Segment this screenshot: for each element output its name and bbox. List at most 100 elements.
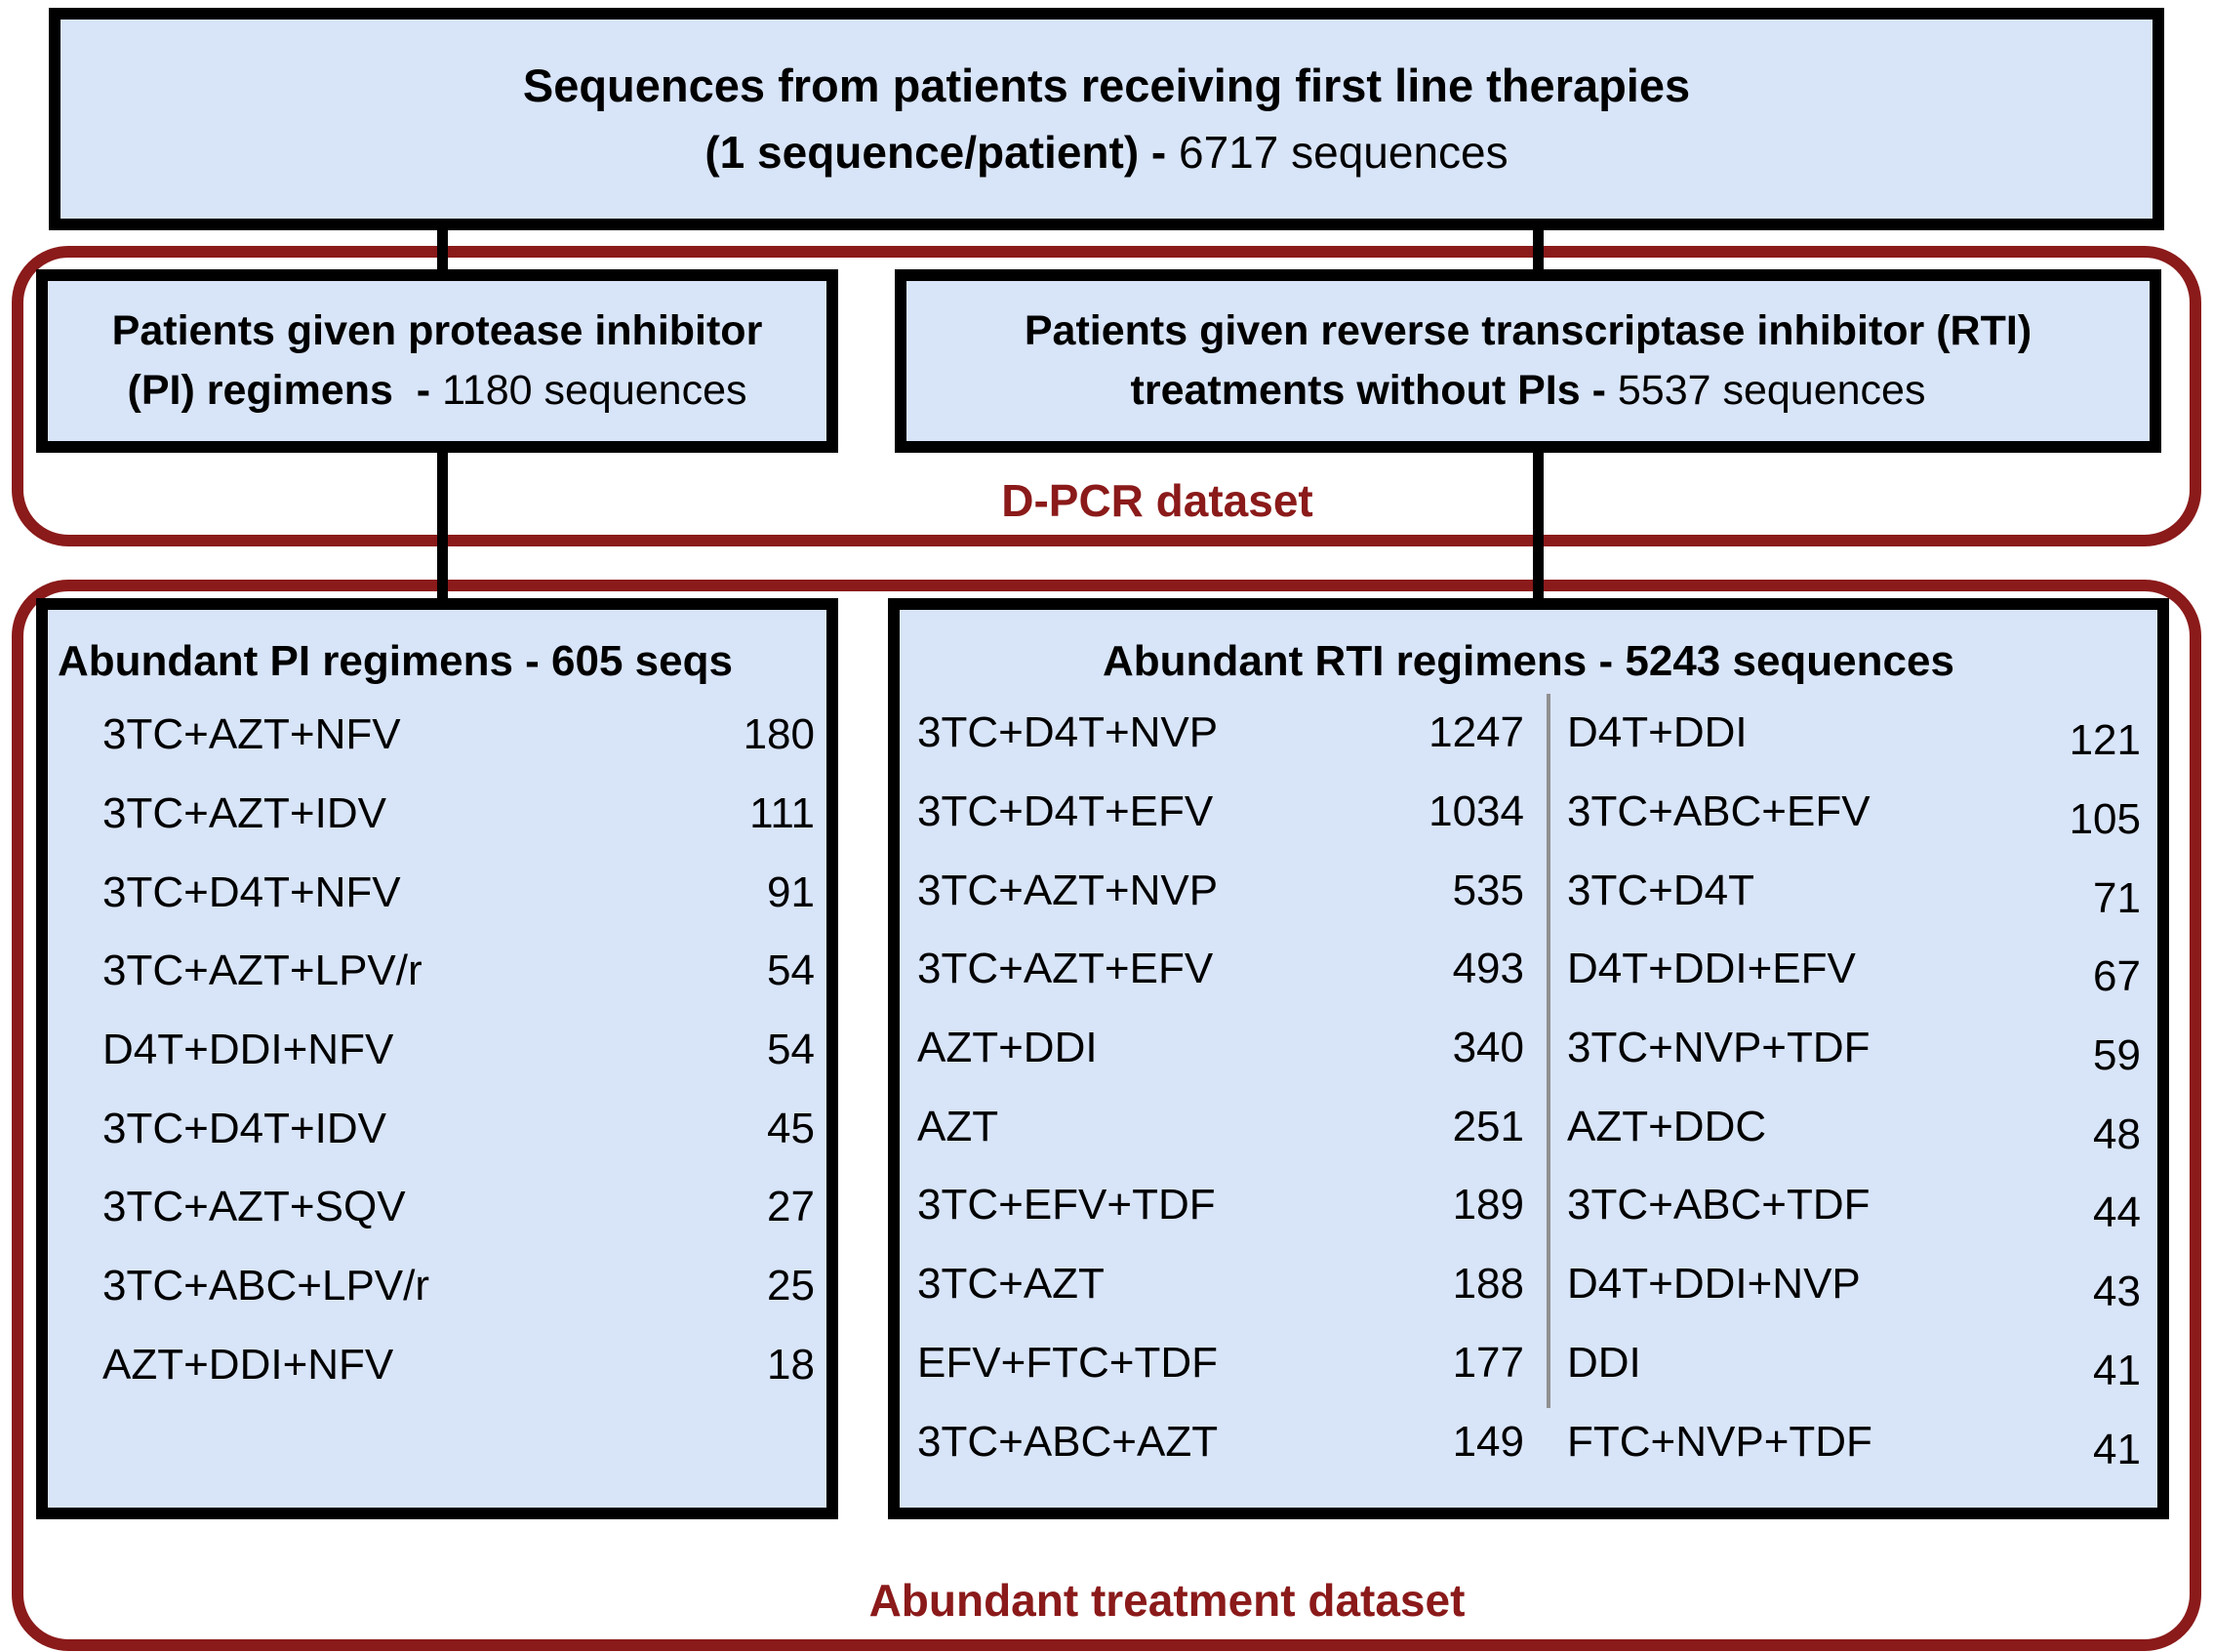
regimen-count: 41 [2093, 1346, 2141, 1394]
regimen-name: AZT [917, 1102, 999, 1150]
regimen-count: 1034 [1428, 787, 1524, 836]
regimen-name: 3TC+AZT+LPV/r [102, 947, 422, 995]
regimen-row: 3TC+AZT+EFV 493 [917, 930, 1524, 1009]
regimen-name: 3TC+AZT [917, 1260, 1105, 1309]
regimen-count: 121 [2069, 716, 2141, 765]
regimen-name: 3TC+D4T+NFV [102, 867, 401, 916]
abundant-rti-list-right: D4T+DDI 121 3TC+ABC+EFV 105 3TC+D4T 71 D4T+… [1567, 694, 2141, 1481]
regimen-count: 67 [2093, 952, 2141, 1001]
regimen-row: 3TC+D4T+IDV 45 [102, 1089, 815, 1168]
regimen-count: 44 [2093, 1189, 2141, 1237]
regimen-name: 3TC+AZT+IDV [102, 789, 386, 838]
abundant-group-label: Abundant treatment dataset [868, 1575, 1466, 1626]
regimen-count: 180 [743, 710, 815, 759]
regimen-count: 41 [2093, 1425, 2141, 1473]
regimen-name: 3TC+NVP+TDF [1567, 1024, 1871, 1072]
regimen-row: EFV+FTC+TDF 177 [917, 1324, 1524, 1403]
regimen-row: D4T+DDI+NFV 54 [102, 1011, 815, 1090]
regimen-name: DDI [1567, 1338, 1641, 1387]
regimen-name: 3TC+AZT+SQV [102, 1183, 406, 1231]
regimen-row: 3TC+AZT 188 [917, 1245, 1524, 1324]
top-box-line2-regular: 6717 sequences [1179, 127, 1509, 178]
dpcr-group-label: D-PCR dataset [1001, 475, 1313, 526]
regimen-name: 3TC+ABC+TDF [1567, 1181, 1871, 1229]
top-box-line2: (1 sequence/patient) - 6717 sequences [704, 119, 1508, 185]
regimen-name: AZT+DDC [1567, 1102, 1767, 1150]
regimen-name: D4T+DDI+NFV [102, 1026, 394, 1074]
regimen-count: 251 [1452, 1102, 1524, 1150]
regimen-count: 105 [2069, 795, 2141, 844]
regimen-count: 188 [1452, 1260, 1524, 1309]
rti-patients-line1: Patients given reverse transcriptase inh… [1024, 307, 2032, 354]
column-divider [1547, 694, 1550, 1408]
regimen-count: 71 [2093, 873, 2141, 922]
regimen-count: 27 [767, 1183, 815, 1231]
dpcr-group-outline [12, 246, 2201, 546]
abundant-pi-list: 3TC+AZT+NFV 180 3TC+AZT+IDV 111 3TC+D4T+NF… [102, 696, 815, 1404]
regimen-row: D4T+DDI+NVP 43 [1567, 1245, 2141, 1324]
top-box-line1: Sequences from patients receiving first … [522, 60, 1691, 111]
regimen-count: 48 [2093, 1109, 2141, 1158]
regimen-count: 54 [767, 947, 815, 995]
regimen-name: 3TC+ABC+EFV [1567, 787, 1871, 836]
regimen-row: 3TC+ABC+AZT 149 [917, 1402, 1524, 1481]
regimen-row: 3TC+D4T 71 [1567, 851, 2141, 930]
regimen-count: 177 [1452, 1338, 1524, 1387]
regimen-row: 3TC+D4T+EFV 1034 [917, 773, 1524, 852]
abundant-group-outline [12, 580, 2201, 1651]
pi-patients-box: Patients given protease inhibitor (PI) r… [36, 269, 838, 453]
regimen-count: 25 [767, 1262, 815, 1310]
regimen-count: 189 [1452, 1181, 1524, 1229]
regimen-count: 59 [2093, 1031, 2141, 1080]
pi-patients-line2-regular: 1180 sequences [442, 367, 747, 414]
abundant-rti-list-left: 3TC+D4T+NVP 1247 3TC+D4T+EFV 1034 3TC+AZT+… [917, 694, 1524, 1481]
regimen-name: 3TC+AZT+EFV [917, 945, 1214, 993]
regimen-count: 45 [767, 1104, 815, 1152]
regimen-name: AZT+DDI+NFV [102, 1340, 394, 1389]
regimen-name: 3TC+D4T [1567, 866, 1754, 914]
regimen-name: AZT+DDI [917, 1024, 1098, 1072]
regimen-count: 340 [1452, 1024, 1524, 1072]
regimen-row: 3TC+NVP+TDF 59 [1567, 1009, 2141, 1088]
regimen-row: AZT 251 [917, 1087, 1524, 1166]
regimen-name: 3TC+AZT+NFV [102, 710, 401, 759]
regimen-row: 3TC+EFV+TDF 189 [917, 1166, 1524, 1245]
regimen-count: 111 [749, 789, 815, 838]
regimen-row: 3TC+AZT+NVP 535 [917, 851, 1524, 930]
regimen-count: 91 [767, 867, 815, 916]
regimen-name: 3TC+EFV+TDF [917, 1181, 1216, 1229]
rti-patients-box: Patients given reverse transcriptase inh… [895, 269, 2161, 453]
regimen-name: 3TC+AZT+NVP [917, 866, 1219, 914]
top-box-line2-bold: (1 sequence/patient) - [704, 127, 1180, 178]
abundant-pi-box: Abundant PI regimens - 605 seqs 3TC+AZT+… [36, 598, 838, 1519]
regimen-row: 3TC+AZT+SQV 27 [102, 1168, 815, 1247]
regimen-count: 535 [1452, 866, 1524, 914]
regimen-name: 3TC+ABC+LPV/r [102, 1262, 430, 1310]
pi-patients-line1: Patients given protease inhibitor [111, 307, 763, 354]
abundant-pi-title: Abundant PI regimens - 605 seqs [58, 637, 733, 685]
top-box: Sequences from patients receiving first … [49, 8, 2164, 230]
regimen-name: 3TC+D4T+IDV [102, 1104, 386, 1152]
rti-patients-line2: treatments without PIs - 5537 sequences [1131, 361, 1926, 421]
regimen-row: 3TC+ABC+EFV 105 [1567, 773, 2141, 852]
regimen-row: AZT+DDC 48 [1567, 1087, 2141, 1166]
abundant-rti-box: Abundant RTI regimens - 5243 sequences 3… [888, 598, 2169, 1519]
regimen-row: 3TC+ABC+LPV/r 25 [102, 1247, 815, 1326]
regimen-name: FTC+NVP+TDF [1567, 1417, 1872, 1466]
regimen-row: AZT+DDI 340 [917, 1009, 1524, 1088]
regimen-row: 3TC+D4T+NFV 91 [102, 853, 815, 932]
regimen-row: 3TC+AZT+LPV/r 54 [102, 932, 815, 1011]
regimen-row: D4T+DDI 121 [1567, 694, 2141, 773]
regimen-row: DDI 41 [1567, 1324, 2141, 1403]
regimen-count: 18 [767, 1340, 815, 1389]
regimen-name: 3TC+D4T+NVP [917, 708, 1219, 757]
regimen-count: 149 [1452, 1417, 1524, 1466]
regimen-row: 3TC+AZT+NFV 180 [102, 696, 815, 775]
abundant-rti-title: Abundant RTI regimens - 5243 sequences [1103, 637, 1954, 685]
regimen-name: 3TC+ABC+AZT [917, 1417, 1219, 1466]
regimen-row: D4T+DDI+EFV 67 [1567, 930, 2141, 1009]
regimen-name: EFV+FTC+TDF [917, 1338, 1219, 1387]
regimen-name: D4T+DDI+NVP [1567, 1260, 1861, 1309]
pi-patients-line2-bold: (PI) regimens - [127, 367, 443, 414]
